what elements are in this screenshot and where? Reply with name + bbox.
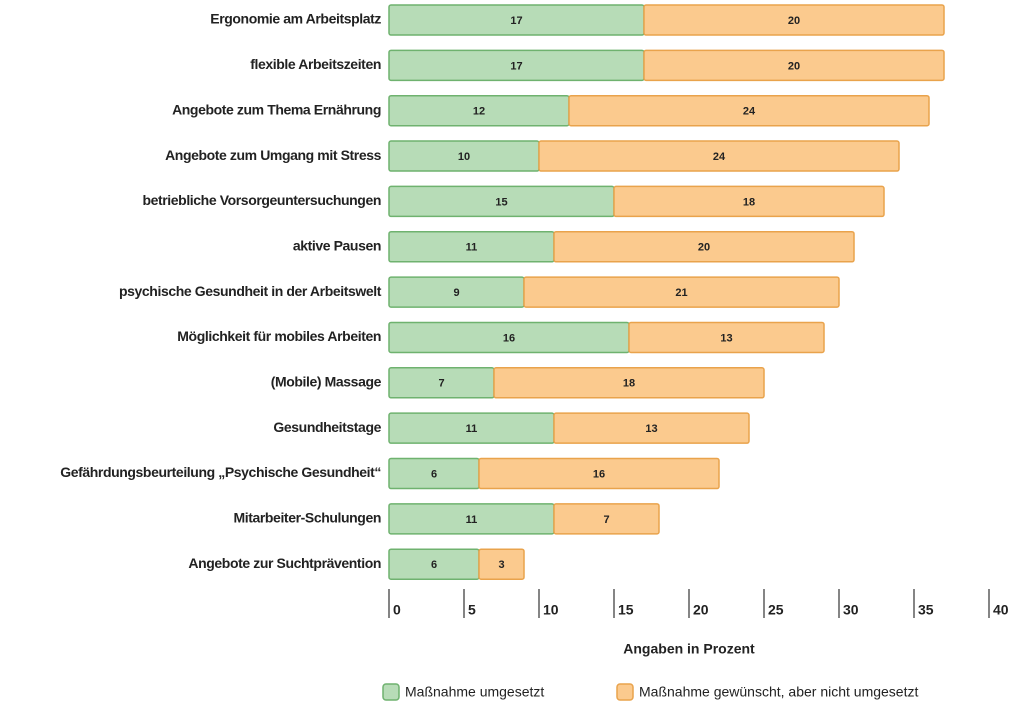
bar-segment [628,321,825,354]
category-label: Ergonomie am Arbeitsplatz [210,11,381,27]
category-label: flexible Arbeitszeiten [250,56,381,72]
value-label: 16 [593,468,605,480]
value-label: 20 [788,60,800,72]
value-label: 12 [473,106,485,118]
value-label: 11 [466,423,478,435]
value-label: 15 [495,196,507,208]
category-label: Gefährdungsbeurteilung „Psychische Gesun… [60,464,381,480]
bar-segment [493,367,765,399]
bar-segment [553,231,855,263]
value-label: 17 [510,60,522,72]
category-label: aktive Pausen [293,237,381,253]
category-label: Angebote zur Suchtprävention [188,555,381,571]
value-label: 13 [645,423,657,435]
bar-segment [553,412,750,444]
x-tick-label: 15 [618,602,634,618]
bar-segment [553,503,660,535]
value-label: 6 [431,559,437,571]
value-label: 16 [503,332,515,344]
bar-segment [643,49,945,82]
value-label: 20 [698,242,710,254]
value-label: 11 [466,514,478,526]
x-tick-label: 40 [993,602,1009,618]
category-label: Angebote zum Umgang mit Stress [165,147,382,163]
value-label: 21 [675,287,687,299]
value-label: 6 [431,468,437,480]
x-tick-label: 25 [768,602,784,618]
bar-segment [613,185,885,218]
value-label: 24 [743,106,756,118]
legend-label: Maßnahme gewünscht, aber nicht umgesetzt [639,684,918,700]
x-tick-label: 10 [543,602,559,618]
value-label: 11 [466,242,478,254]
value-label: 20 [788,15,800,27]
bar-segment [523,276,840,308]
value-label: 18 [743,196,755,208]
x-axis-label: Angaben in Prozent [623,641,755,657]
bar-segment [643,4,945,36]
value-label: 3 [498,559,504,571]
legend-swatch [382,683,400,701]
category-label: betriebliche Vorsorgeuntersuchungen [142,192,381,208]
bar-segment [568,94,930,127]
category-label: (Mobile) Massage [271,374,382,390]
legend-label: Maßnahme umgesetzt [405,684,544,700]
x-tick-label: 5 [468,602,476,618]
value-label: 13 [720,332,732,344]
bar-segment [478,548,525,580]
x-tick-label: 20 [693,602,709,618]
value-label: 7 [603,514,609,526]
value-label: 7 [438,378,444,390]
value-label: 10 [458,151,470,163]
x-tick-label: 35 [918,602,934,618]
value-label: 24 [713,151,726,163]
category-label: Mitarbeiter-Schulungen [233,510,381,526]
category-label: psychische Gesundheit in der Arbeitswelt [119,283,382,299]
x-tick-label: 30 [843,602,859,618]
value-label: 17 [510,15,522,27]
category-label: Möglichkeit für mobiles Arbeiten [177,328,381,344]
value-label: 9 [453,287,459,299]
x-tick-label: 0 [393,602,401,618]
category-label: Angebote zum Thema Ernährung [172,101,381,117]
bar-segment [538,140,900,172]
bar-segment [478,457,720,490]
value-label: 18 [623,378,635,390]
legend-swatch [616,683,634,701]
category-label: Gesundheitstage [273,419,381,435]
